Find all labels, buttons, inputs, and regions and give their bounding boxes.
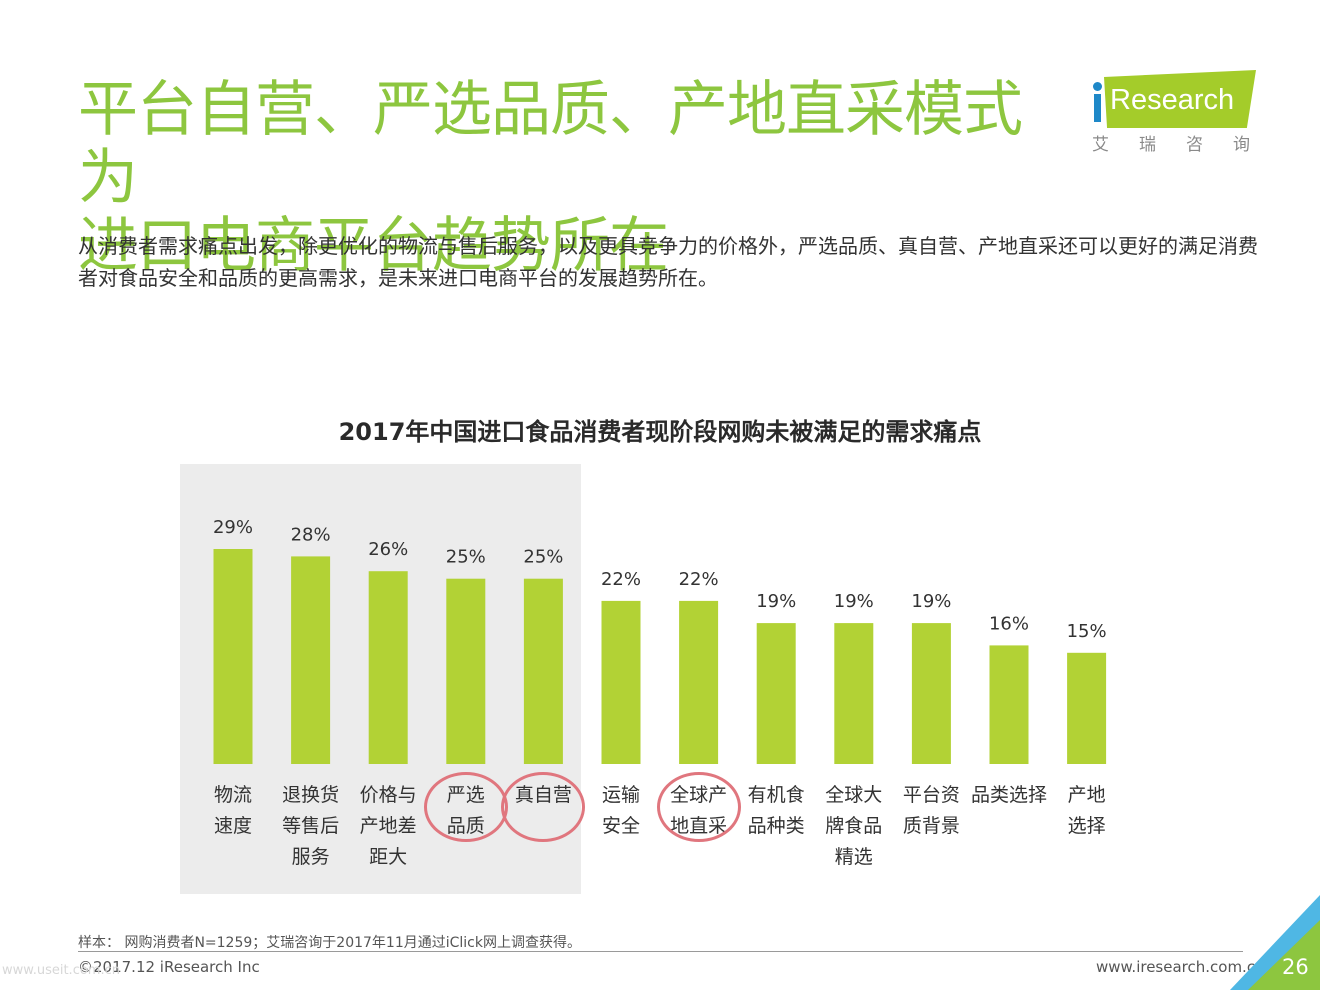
bar-6 [679,600,719,764]
logo-brand-text: Research [1110,84,1235,116]
category-label-line: 选择 [1067,815,1106,837]
website-url: www.iresearch.com.cn [1096,958,1265,976]
value-label-11: 15% [1067,621,1107,642]
page-title-line1: 平台自营、严选品质、产地直采模式为 [78,75,1023,213]
category-label-line: 物流 [213,784,252,806]
logo-i-dot-icon [1093,82,1102,91]
category-label-line: 服务 [291,846,330,868]
category-label-line: 退换货 [282,784,340,806]
value-label-0: 29% [213,517,253,538]
category-label-line: 价格与 [359,784,417,806]
value-label-6: 22% [679,569,719,590]
bar-9 [911,623,951,764]
bar-7 [756,623,796,764]
circle-annotation-3 [423,772,508,842]
category-label-5: 运输 安全 [581,780,661,842]
bar-10 [989,645,1029,764]
category-label-8: 全球大 牌食品 精选 [814,780,894,873]
category-label-line: 等售后 [282,815,340,837]
value-label-4: 25% [523,547,563,568]
page-title-line2: 进口电商平台趋势所在 [78,211,669,281]
footnote: 样本： 网购消费者N=1259；艾瑞咨询于2017年11月通过iClick网上调… [78,935,581,951]
watermark: www.useit.com.cn [2,963,120,978]
bar-2 [368,571,408,764]
category-label-7: 有机食 品种类 [736,780,816,842]
page-title: 平台自营、严选品质、产地直采模式为 进口电商平台趋势所在 [78,76,1078,280]
category-label-line: 距大 [369,846,408,868]
value-label-3: 25% [446,547,486,568]
category-label-1: 退换货 等售后 服务 [271,780,351,873]
bar-4 [523,578,563,764]
category-label-line: 安全 [601,815,640,837]
category-label-line: 精选 [834,846,873,868]
value-label-7: 19% [756,591,796,612]
footer-divider [78,951,1243,952]
logo-i-stem-icon [1094,94,1101,122]
page-subtitle: 从消费者需求痛点出发，除更优化的物流与售后服务，以及更具竞争力的价格外，严选品质… [78,234,1258,290]
logo-flag-shape [1104,70,1256,128]
copyright: ©2017.12 iResearch Inc [78,958,260,976]
category-label-11: 产地 选择 [1047,780,1127,842]
category-label-line: 有机食 [747,784,805,806]
value-label-9: 19% [911,591,951,612]
category-label-2: 价格与 产地差 距大 [348,780,428,873]
page-number: 26 [1282,955,1309,979]
category-label-line: 牌食品 [825,815,883,837]
iresearch-logo: Research 艾瑞咨询 [1088,70,1258,156]
bar-chart: 29% 28% 26% 25% 25% 22% 22% 19% 19% 19% 16% 15% [213,517,1107,764]
circle-annotation-6 [656,772,741,842]
category-label-9: 平台资 质背景 [891,780,971,842]
category-label-10: 品类选择 [969,780,1049,811]
bar-8 [834,623,874,764]
bar-3 [446,578,486,764]
bar-0 [213,549,253,764]
category-label-line: 全球大 [825,784,883,806]
logo-chinese-name: 艾瑞咨询 [1092,135,1280,155]
category-label-line: 平台资 [902,784,960,806]
category-label-line: 品种类 [747,815,805,837]
value-label-8: 19% [834,591,874,612]
category-label-line: 运输 [601,784,640,806]
category-label-line: 品类选择 [970,784,1047,806]
category-label-0: 物流 速度 [193,780,273,842]
category-label-line: 产地差 [359,815,417,837]
category-label-line: 质背景 [902,815,960,837]
category-label-line: 速度 [213,815,252,837]
chart-title: 2017年中国进口食品消费者现阶段网购未被满足的需求痛点 [338,418,982,446]
corner-decoration [1230,895,1320,990]
value-label-1: 28% [291,524,331,545]
value-label-2: 26% [368,539,408,560]
value-label-10: 16% [989,613,1029,634]
value-label-5: 22% [601,569,641,590]
category-label-line: 产地 [1067,784,1106,806]
circle-annotation-4 [501,772,586,842]
bar-5 [601,600,641,764]
bar-1 [291,556,331,764]
bar-11 [1067,652,1107,764]
